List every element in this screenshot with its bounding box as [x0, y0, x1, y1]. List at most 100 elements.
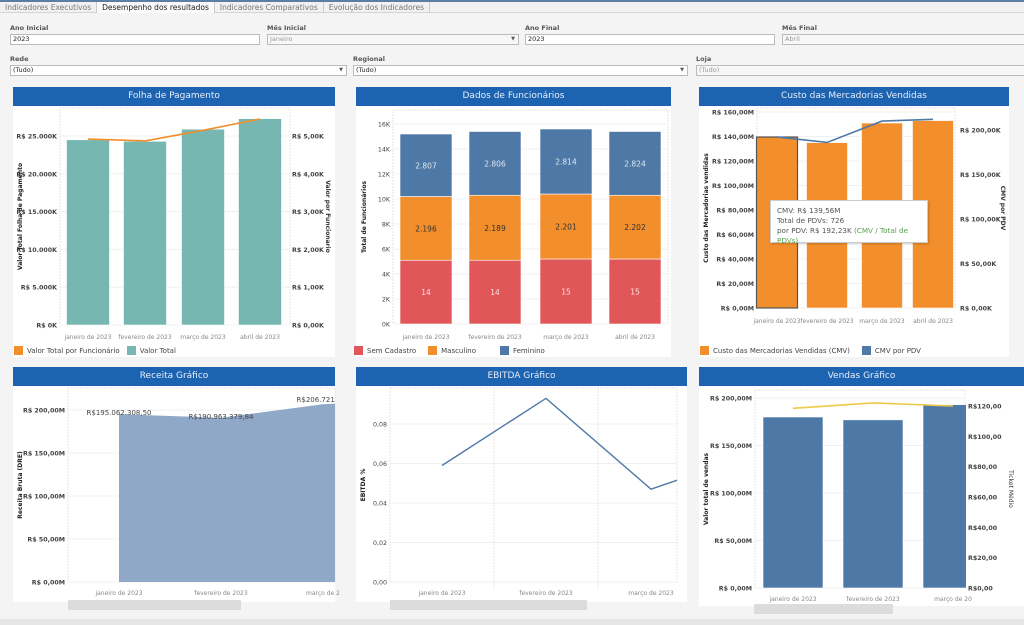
y-tick-label: R$ 120,00M	[712, 159, 754, 166]
line-series	[792, 402, 954, 410]
tab-evolucao-indicadores[interactable]: Evolução dos Indicadores	[324, 2, 431, 13]
y-tick-label: R$ 0,00M	[721, 306, 754, 313]
mes-inicial-value: Janeiro	[270, 35, 293, 43]
x-tick-label: março de 2023	[628, 590, 674, 597]
tab-indicadores-comparativos[interactable]: Indicadores Comparativos	[215, 2, 324, 13]
data-label: 2.806	[484, 159, 506, 168]
y-tick-label: R$ 60,00M	[716, 232, 754, 239]
x-tick-label: janeiro de 2023	[417, 590, 465, 597]
bar-segment	[539, 193, 593, 260]
y-tick-label: R$ 0K	[36, 323, 58, 330]
x-tick-label: janeiro de 2023	[401, 334, 449, 341]
y-tick-label: 0,04	[373, 501, 387, 508]
cmv-tooltip: CMV: R$ 139,56M Total de PDVs: 726 por P…	[770, 200, 928, 245]
y-tick-label: 6K	[382, 247, 391, 254]
loja-label: Loja	[696, 55, 712, 63]
tab-indicadores-executivos[interactable]: Indicadores Executivos	[0, 2, 98, 13]
legend-swatch	[354, 346, 363, 355]
x-tick-label: abril de 2023	[240, 334, 280, 341]
panel-title: Dados de Funcionários	[356, 87, 671, 106]
area-group: R$195.062.308,50 R$190.963.379,84 R$206.72…	[87, 396, 342, 582]
bar-segment	[468, 131, 522, 196]
y-tick-label: 0,02	[373, 540, 387, 547]
regional-select[interactable]: (Tudo) ▼	[353, 65, 688, 76]
panel-title: Custo das Mercadorias Vendidas	[699, 87, 1009, 106]
mes-final-select[interactable]: Abril	[782, 34, 1024, 45]
y2-tick-label: R$ 100,00K	[960, 217, 1002, 224]
y-tick-label: R$ 15.000K	[16, 209, 58, 216]
y-tick-label: 2K	[382, 297, 391, 304]
data-label: R$206.721.1	[297, 396, 342, 404]
x-tick-label: fevereiro de 2023	[468, 334, 522, 341]
y-axis-title: Valor Total Folha de Pagamento	[17, 163, 24, 270]
x-tick-label: janeiro de 2023	[768, 596, 816, 603]
panel-ebitda: EBITDA Gráfico	[356, 367, 687, 602]
y-tick-label: R$ 0,00M	[32, 580, 65, 587]
x-tick-label: março de 2023	[180, 334, 226, 341]
tooltip-formula: (CMV / Total de PDVs)	[777, 226, 908, 245]
y-axis-title: Total de Funcionários	[361, 181, 368, 253]
y-tick-label: 0,00	[373, 580, 387, 587]
series-group	[762, 402, 966, 589]
x-tick-label: abril de 2023	[913, 318, 953, 325]
y2-tick-label: R$100,00	[968, 434, 1002, 441]
page-scrollbar[interactable]	[0, 619, 1024, 625]
y-tick-label: R$ 20,00M	[716, 281, 754, 288]
regional-label: Regional	[353, 55, 386, 63]
y-tick-label: 16K	[378, 122, 391, 129]
bar	[922, 404, 966, 589]
ano-final-input[interactable]: 2023	[525, 34, 775, 45]
loja-select[interactable]: (Tudo)	[696, 65, 1024, 76]
ano-inicial-label: Ano Inicial	[10, 24, 49, 32]
bar	[181, 128, 225, 326]
y2-tick-label: R$ 150,00K	[960, 172, 1002, 179]
y-tick-label: R$ 25.000K	[16, 134, 58, 141]
data-label: R$195.062.308,50	[87, 409, 152, 417]
legend-label: Masculino	[441, 346, 476, 355]
legend-label: Sem Cadastro	[367, 346, 417, 355]
series-group	[66, 118, 282, 326]
x-tick-label: fevereiro de 2023	[519, 590, 573, 597]
y-tick-label: R$ 150,00M	[710, 443, 752, 450]
ebitda-scrollbar[interactable]	[390, 600, 587, 610]
tooltip-cmv: CMV: R$ 139,56M	[777, 206, 841, 215]
x-tick-label: março de 20	[934, 596, 972, 603]
bar-segment	[608, 194, 662, 260]
bar-segment	[539, 128, 593, 195]
y2-tick-label: R$ 1,00K	[292, 285, 325, 292]
y2-axis-title: CMV por PDV	[999, 186, 1006, 231]
x-tick-label: janeiro de 2023	[752, 318, 800, 325]
panel-title: Receita Gráfico	[13, 367, 335, 386]
ano-inicial-input[interactable]: 2023	[10, 34, 260, 45]
receita-scrollbar[interactable]	[68, 600, 241, 610]
tooltip-total-pdvs: Total de PDVs: 726	[777, 216, 845, 225]
bar-segment	[468, 259, 522, 325]
data-label: 15	[630, 288, 640, 297]
x-tick-label: março de 2023	[859, 318, 905, 325]
y2-tick-label: R$40,00	[968, 525, 998, 532]
line-series	[441, 397, 677, 490]
legend-folha: Valor Total por Funcionário Valor Total	[14, 346, 176, 355]
x-tick-label: fevereiro de 2023	[194, 590, 248, 597]
legend-swatch	[700, 346, 709, 355]
plot-area	[392, 109, 669, 325]
plot-area	[389, 387, 678, 583]
line-series	[776, 118, 934, 144]
rede-select[interactable]: (Tudo) ▼	[10, 65, 347, 76]
legend-label: Valor Total	[139, 346, 176, 355]
rede-label: Rede	[10, 55, 29, 63]
tab-desempenho-resultados[interactable]: Desempenho dos resultados	[97, 2, 215, 13]
mes-final-label: Mês Final	[782, 24, 817, 32]
y-tick-label: 0,08	[373, 422, 387, 429]
mes-inicial-select[interactable]: Janeiro ▼	[267, 34, 519, 45]
data-label: 14	[421, 288, 431, 297]
data-label: 2.189	[484, 224, 506, 233]
y-tick-label: R$ 50,00M	[27, 537, 65, 544]
dropdown-arrow-icon: ▼	[339, 67, 343, 73]
y-tick-label: R$ 200,00M	[23, 408, 65, 415]
panel-title: Vendas Gráfico	[699, 367, 1024, 386]
y2-tick-label: R$ 0,00K	[292, 323, 325, 330]
y2-tick-label: R$ 0,00K	[960, 306, 993, 313]
vendas-scrollbar[interactable]	[754, 604, 893, 614]
